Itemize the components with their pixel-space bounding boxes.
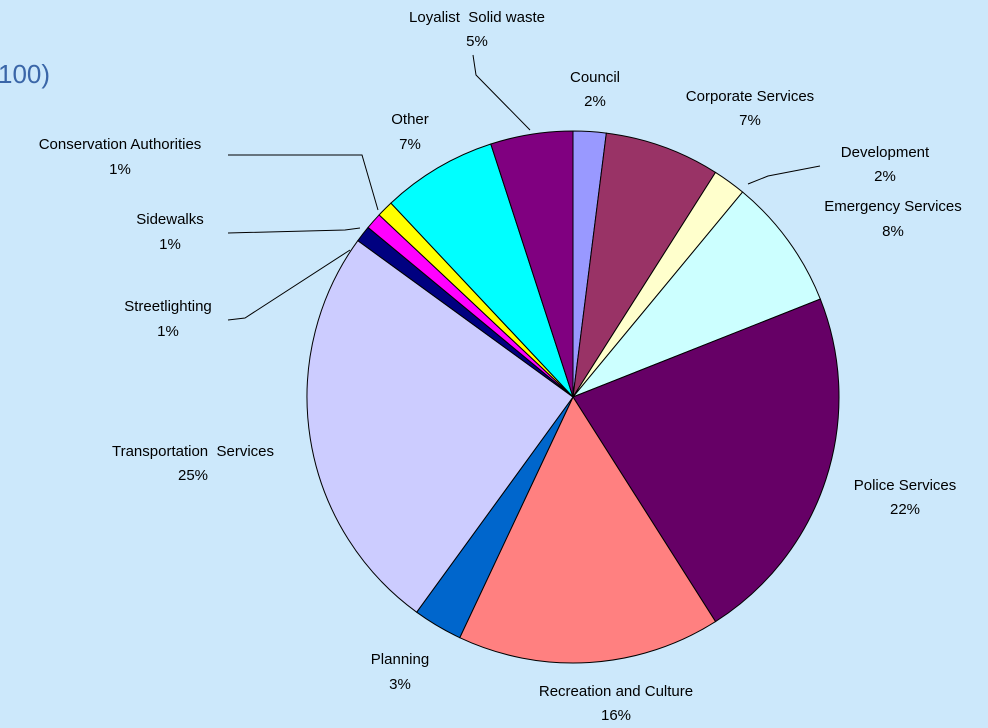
slice-label: Streetlighting	[124, 298, 212, 315]
leader-line	[472, 54, 531, 131]
value-label: 1%	[109, 161, 131, 178]
slice-label: Conservation Authorities	[39, 136, 202, 153]
slice-label: Emergency Services	[824, 198, 962, 215]
chart-title: 100)	[0, 59, 50, 89]
value-label: 7%	[399, 136, 421, 153]
value-label: 1%	[159, 236, 181, 253]
value-label: 2%	[584, 93, 606, 110]
pie-slice	[490, 130, 574, 398]
pie-slice	[306, 239, 574, 613]
leader-line	[747, 165, 821, 185]
slice-label: Recreation and Culture	[539, 683, 693, 700]
pie-slice	[459, 395, 717, 664]
slice-label: Council	[570, 69, 620, 86]
value-label: 25%	[178, 467, 208, 484]
value-label: 22%	[890, 501, 920, 518]
slice-label: Police Services	[854, 477, 957, 494]
slice-label: Other	[391, 111, 429, 128]
leader-line	[228, 154, 379, 211]
value-label: 2%	[874, 168, 896, 185]
value-label: 7%	[739, 112, 761, 129]
pie-slice	[572, 132, 717, 398]
slice-label: Loyalist Solid waste	[409, 9, 545, 26]
slice-label: Planning	[371, 651, 429, 668]
slice-label: Sidewalks	[136, 211, 204, 228]
value-label: 1%	[157, 323, 179, 340]
slice-label: Development	[841, 144, 930, 161]
slice-label: Corporate Services	[686, 88, 814, 105]
value-label: 16%	[601, 707, 631, 724]
pie-slice	[572, 191, 821, 398]
pie-slice	[390, 143, 574, 398]
leader-line	[227, 227, 361, 234]
slice-label: Transportation Services	[112, 443, 274, 460]
value-label: 5%	[466, 33, 488, 50]
value-label: 3%	[389, 676, 411, 693]
value-label: 8%	[882, 223, 904, 240]
leader-line	[227, 249, 351, 321]
pie-slice	[572, 298, 840, 623]
